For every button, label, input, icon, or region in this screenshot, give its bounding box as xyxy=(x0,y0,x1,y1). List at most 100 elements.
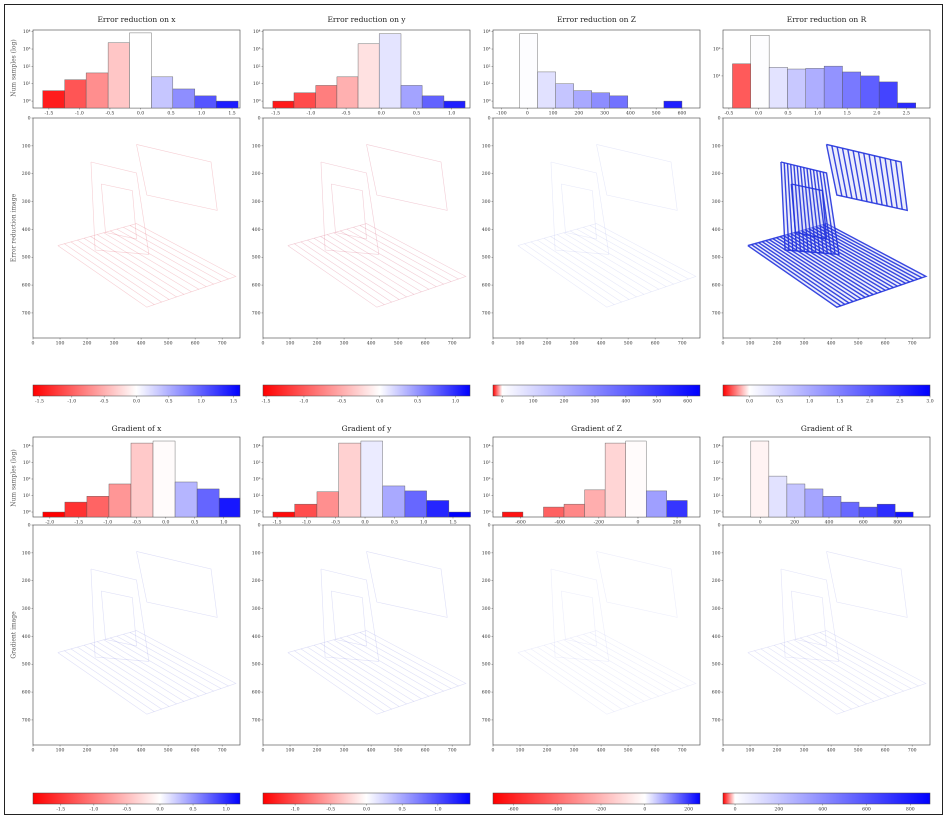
x-tick-label: 2.0 xyxy=(873,111,880,117)
image-x-tick-label: 400 xyxy=(827,341,836,347)
image-x-tick-label: 500 xyxy=(164,341,173,347)
image-y-tick-label: 300 xyxy=(252,606,261,612)
panel-title: Error reduction on y xyxy=(327,15,406,24)
image-x-tick-label: 600 xyxy=(191,748,200,754)
y-tick-label: 10¹ xyxy=(483,493,491,499)
image-y-tick-label: 700 xyxy=(22,310,31,316)
image-x-tick-label: 100 xyxy=(286,341,295,347)
x-tick-label: 0 xyxy=(759,520,762,526)
image-x-tick-label: 200 xyxy=(543,748,552,754)
histogram-bar xyxy=(151,77,172,108)
image-x-tick-label: 200 xyxy=(773,748,782,754)
histogram-bar xyxy=(383,486,405,517)
row-label: Error reduction image xyxy=(11,193,18,262)
y-tick-label: 10³ xyxy=(23,47,31,53)
image-x-tick-label: 0 xyxy=(722,748,725,754)
x-tick-label: 1.5 xyxy=(844,111,851,117)
colorbar-tick-label: 200 xyxy=(684,807,693,813)
image-x-tick-label: 100 xyxy=(746,341,755,347)
y-tick-label: 10⁴ xyxy=(253,29,261,35)
histogram-bar xyxy=(502,512,523,517)
colorbar-tick-label: 0 xyxy=(643,807,646,813)
y-tick-label: 10⁰ xyxy=(23,99,31,105)
image-x-tick-label: 700 xyxy=(218,341,227,347)
colorbar-tick-label: 0.5 xyxy=(189,807,196,813)
image-y-tick-label: 400 xyxy=(22,634,31,640)
histogram-bar xyxy=(585,490,606,517)
image-y-tick-label: 200 xyxy=(712,578,721,584)
colorbar-tick-label: 200 xyxy=(560,399,569,405)
histogram-bar xyxy=(337,77,358,108)
image-y-tick-label: 400 xyxy=(712,634,721,640)
y-tick-label: 10³ xyxy=(713,460,721,466)
x-tick-label: 1.0 xyxy=(220,520,227,526)
x-tick-label: 0.0 xyxy=(378,111,385,117)
y-tick-label: 10² xyxy=(713,46,721,52)
x-tick-label: 0.5 xyxy=(167,111,174,117)
image-y-tick-label: 300 xyxy=(712,199,721,205)
image-y-tick-label: 100 xyxy=(22,143,31,149)
x-tick-label: 200 xyxy=(790,520,799,526)
histogram-bar xyxy=(294,93,316,108)
image-y-tick-label: 600 xyxy=(482,283,491,289)
image-y-tick-label: 500 xyxy=(252,662,261,668)
histogram-bar xyxy=(805,489,823,517)
image-y-tick-label: 700 xyxy=(252,717,261,723)
histogram-bar xyxy=(405,491,427,517)
y-tick-label: 10⁰ xyxy=(253,99,261,105)
image-x-tick-label: 200 xyxy=(773,341,782,347)
colorbar-tick-label: 3.0 xyxy=(926,399,933,405)
panel-title: Error reduction on R xyxy=(787,15,867,24)
image-y-tick-label: 500 xyxy=(482,662,491,668)
histogram-bar xyxy=(646,491,667,517)
x-tick-label: 0.5 xyxy=(391,520,398,526)
histogram-bar xyxy=(358,44,379,108)
x-tick-label: -100 xyxy=(496,111,506,117)
image-y-tick-label: 100 xyxy=(712,143,721,149)
colorbar xyxy=(493,793,700,804)
y-tick-label: 10⁰ xyxy=(713,510,721,516)
histogram-bar xyxy=(859,507,877,517)
image-x-tick-label: 500 xyxy=(624,748,633,754)
histogram-bar xyxy=(769,67,787,108)
histogram-bar xyxy=(173,89,195,108)
x-tick-label: -1.0 xyxy=(103,520,112,526)
image-x-tick-label: 200 xyxy=(83,748,92,754)
image-x-tick-label: 500 xyxy=(854,341,863,347)
image-x-tick-label: 300 xyxy=(570,341,579,347)
x-tick-label: -0.5 xyxy=(342,111,351,117)
y-tick-label: 10⁰ xyxy=(483,510,491,516)
image-x-tick-label: 600 xyxy=(421,341,430,347)
colorbar-tick-label: 400 xyxy=(621,399,630,405)
colorbar-tick-label: 300 xyxy=(591,399,600,405)
y-tick-label: 10³ xyxy=(483,460,491,466)
histogram-bar xyxy=(787,484,805,517)
image-frame xyxy=(33,118,240,338)
image-x-tick-label: 500 xyxy=(164,748,173,754)
colorbar-tick-label: 400 xyxy=(818,807,827,813)
colorbar-tick-label: 1.0 xyxy=(222,807,229,813)
histogram-bar xyxy=(861,76,879,108)
x-tick-label: -200 xyxy=(594,520,604,526)
y-tick-label: 10¹ xyxy=(253,493,261,499)
histogram-bar xyxy=(273,512,295,517)
colorbar xyxy=(493,385,700,396)
image-y-tick-label: 600 xyxy=(712,283,721,289)
image-x-tick-label: 600 xyxy=(191,341,200,347)
image-x-tick-label: 200 xyxy=(313,341,322,347)
colorbar-tick-label: 600 xyxy=(862,807,871,813)
y-tick-label: 10⁴ xyxy=(483,29,491,35)
colorbar-tick-label: -0.5 xyxy=(122,807,131,813)
image-y-tick-label: 300 xyxy=(482,606,491,612)
page: {"row_labels": {"histogram": "Num sample… xyxy=(0,0,947,819)
image-y-tick-label: 200 xyxy=(252,578,261,584)
y-tick-label: 10¹ xyxy=(23,493,31,499)
image-y-tick-label: 600 xyxy=(712,690,721,696)
histogram-bar xyxy=(339,443,361,517)
histogram-bar xyxy=(626,441,647,517)
colorbar-tick-label: 0.5 xyxy=(165,399,172,405)
histogram-bar xyxy=(317,492,339,517)
image-y-tick-label: 200 xyxy=(482,171,491,177)
image-x-tick-label: 100 xyxy=(516,748,525,754)
x-tick-label: -1.0 xyxy=(75,111,84,117)
